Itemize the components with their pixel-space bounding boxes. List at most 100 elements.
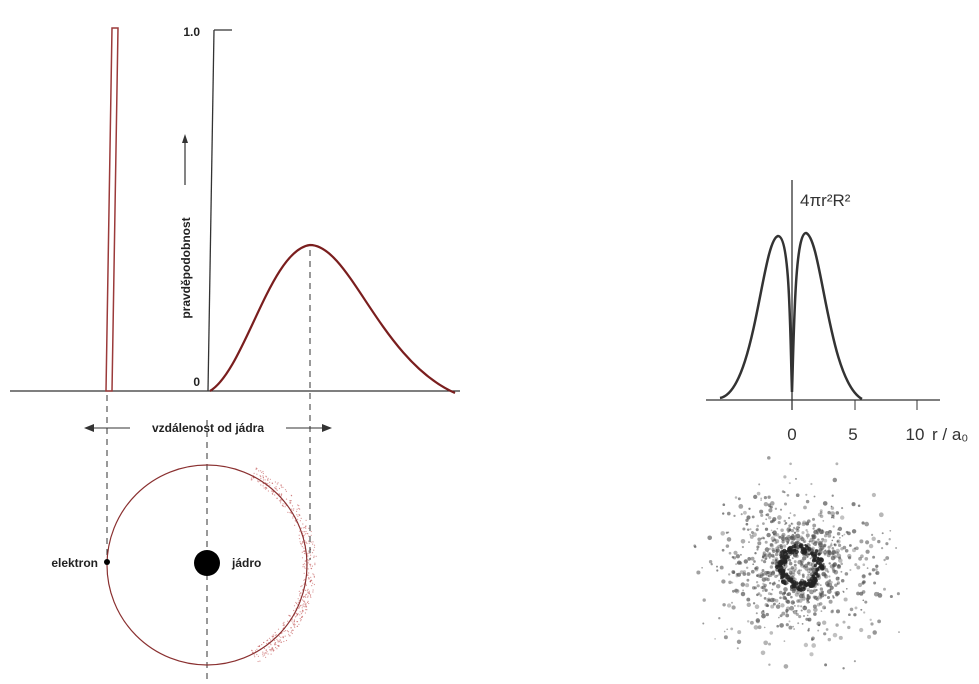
cloud-dot (787, 516, 791, 520)
cloud-dot (265, 487, 267, 489)
cloud-dot (267, 483, 269, 485)
cloud-dot (827, 550, 832, 556)
cloud-dot (262, 655, 264, 657)
cloud-dot (307, 533, 309, 535)
cloud-dot (764, 527, 769, 531)
cloud-dot (762, 522, 765, 525)
cloud-dot (811, 581, 817, 586)
cloud-dot (738, 504, 744, 509)
cloud-dot (867, 634, 872, 639)
cloud-dot (303, 603, 305, 605)
cloud-dot (309, 565, 311, 567)
cloud-dot (762, 589, 764, 592)
cloud-dot (806, 581, 811, 586)
cloud-dot (289, 500, 291, 502)
cloud-dot (748, 507, 751, 510)
cloud-dot (815, 561, 819, 565)
cloud-dot (824, 530, 830, 536)
cloud-dot (300, 542, 302, 545)
cloud-dot (304, 595, 306, 598)
cloud-dot (779, 544, 784, 548)
cloud-dot (797, 622, 800, 625)
cloud-dot (809, 652, 814, 657)
cloud-dot (802, 556, 807, 561)
cloud-dot (763, 640, 769, 646)
cloud-dot (769, 520, 774, 524)
cloud-dot (831, 539, 834, 542)
cloud-dot (761, 613, 766, 619)
cloud-dot (793, 543, 797, 546)
cloud-dot (767, 575, 770, 577)
cloud-dot (740, 582, 745, 587)
cloud-dot (885, 563, 888, 566)
cloud-dot (778, 602, 781, 605)
cloud-dot (895, 546, 898, 550)
cloud-dot (823, 545, 826, 548)
cloud-dot (304, 606, 306, 608)
cloud-dot (292, 624, 295, 626)
cloud-dot (785, 611, 788, 614)
cloud-dot (253, 477, 255, 479)
cloud-dot (823, 573, 827, 577)
cloud-dot (737, 572, 741, 577)
cloud-dot (814, 559, 817, 563)
cloud-dot (293, 508, 295, 510)
cloud-dot (278, 487, 281, 490)
cloud-dot (304, 567, 306, 569)
cloud-dot (309, 563, 311, 565)
cloud-dot (299, 508, 301, 510)
cloud-dot (282, 622, 284, 624)
cloud-dot (788, 561, 793, 566)
cloud-dot (296, 625, 299, 627)
cloud-dot (788, 625, 793, 630)
cloud-dot (728, 551, 732, 555)
cloud-dot (826, 589, 832, 594)
cloud-dot (303, 550, 305, 552)
cloud-dot (313, 546, 316, 548)
cloud-dot (280, 485, 282, 487)
cloud-dot (303, 583, 305, 585)
cloud-dot (293, 625, 295, 627)
cloud-dot (272, 491, 274, 493)
cloud-dot (770, 529, 773, 532)
cloud-dot (818, 562, 823, 566)
cloud-dot (740, 513, 743, 516)
cloud-dot (304, 578, 306, 581)
cloud-dot (743, 510, 747, 515)
cloud-dot (783, 491, 786, 494)
cloud-dot (871, 536, 876, 541)
cloud-dot (307, 559, 309, 561)
cloud-dot (785, 613, 790, 618)
cloud-dot (821, 540, 824, 543)
cloud-dot (759, 574, 762, 577)
cloud-dot (805, 493, 808, 496)
cloud-dot (768, 663, 771, 666)
cloud-dot (781, 540, 785, 544)
cloud-dot (789, 605, 795, 611)
cloud-dot (285, 639, 288, 642)
cloud-dot (281, 632, 283, 634)
cloud-dot (814, 549, 819, 553)
cloud-dot (763, 495, 768, 500)
cloud-dot (781, 579, 784, 583)
cloud-dot (836, 581, 841, 585)
cloud-dot (257, 660, 259, 663)
cloud-dot (313, 556, 315, 559)
cloud-dot (798, 615, 802, 619)
cloud-dot (790, 528, 795, 533)
cloud-dot (309, 595, 312, 597)
cloud-dot (760, 497, 763, 500)
cloud-dot (763, 597, 767, 600)
cloud-dot (749, 620, 754, 625)
cloud-dot (312, 541, 314, 543)
cloud-dot (716, 569, 719, 572)
cloud-dot (835, 609, 841, 614)
cloud-dot (742, 572, 747, 576)
cloud-dot (830, 506, 835, 510)
cloud-dot (287, 631, 290, 633)
cloud-dot (779, 545, 784, 550)
cloud-dot (270, 639, 272, 641)
cloud-dot (759, 594, 763, 597)
cloud-dot (813, 612, 817, 616)
cloud-dot (786, 552, 789, 555)
